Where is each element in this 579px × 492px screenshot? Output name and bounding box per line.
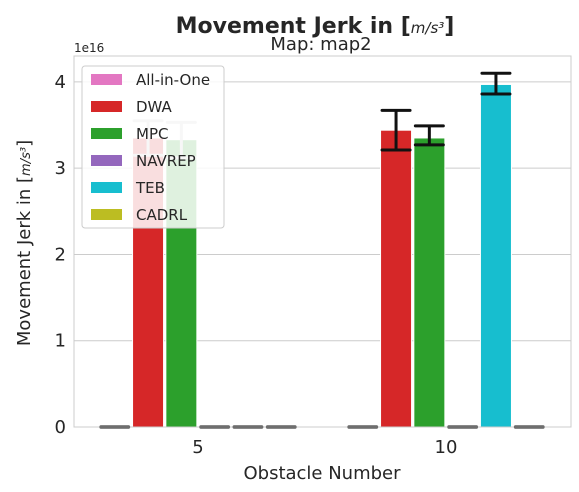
- x-tick-labels: 5 10: [192, 437, 457, 458]
- legend-swatch-dwa: [91, 101, 122, 112]
- legend-label-mpc: MPC: [136, 125, 168, 143]
- y-axis-label-close: ]: [14, 140, 35, 147]
- legend: All-in-One DWA MPC NAVREP TEB CADRL: [81, 65, 225, 229]
- chart-title-main: Movement Jerk in [: [176, 14, 411, 39]
- chart-title-fraction: m/s³: [411, 19, 445, 37]
- y-tick-label-1: 1: [55, 331, 66, 352]
- chart-title-close: ]: [444, 14, 454, 39]
- bar-dwa-10: [380, 129, 413, 428]
- legend-swatch-all-in-one: [91, 74, 122, 85]
- x-tick-label-5: 5: [192, 437, 203, 458]
- y-tick-label-4: 4: [55, 72, 66, 93]
- legend-swatch-cadrl: [91, 209, 122, 220]
- chart-subtitle: Map: map2: [270, 34, 371, 55]
- chart-title: Movement Jerk in [m/s³]: [176, 14, 455, 39]
- y-axis-label-fraction: m/s³: [19, 147, 34, 176]
- y-tick-labels: 0 1 2 3 4: [55, 72, 66, 438]
- y-tick-label-3: 3: [55, 158, 66, 179]
- legend-label-cadrl: CADRL: [136, 206, 188, 224]
- bar-mpc-10: [413, 137, 446, 428]
- x-axis-label: Obstacle Number: [243, 463, 401, 484]
- y-axis-label: Movement Jerk in [m/s³]: [14, 140, 35, 346]
- x-tick-label-10: 10: [435, 437, 458, 458]
- legend-swatch-mpc: [91, 128, 122, 139]
- legend-swatch-teb: [91, 182, 122, 193]
- legend-label-dwa: DWA: [136, 98, 173, 116]
- legend-swatch-navrep: [91, 155, 122, 166]
- bar-teb-10: [479, 83, 512, 428]
- legend-frame: [81, 65, 225, 229]
- legend-label-all-in-one: All-in-One: [136, 71, 210, 89]
- y-axis-label-main: Movement Jerk in [: [14, 176, 35, 346]
- y-tick-label-2: 2: [55, 244, 66, 265]
- y-tick-label-0: 0: [55, 417, 66, 438]
- y-offset-label: 1e16: [74, 41, 104, 55]
- plot-frame: [73, 55, 572, 428]
- legend-label-teb: TEB: [135, 179, 165, 197]
- legend-label-navrep: NAVREP: [136, 152, 196, 170]
